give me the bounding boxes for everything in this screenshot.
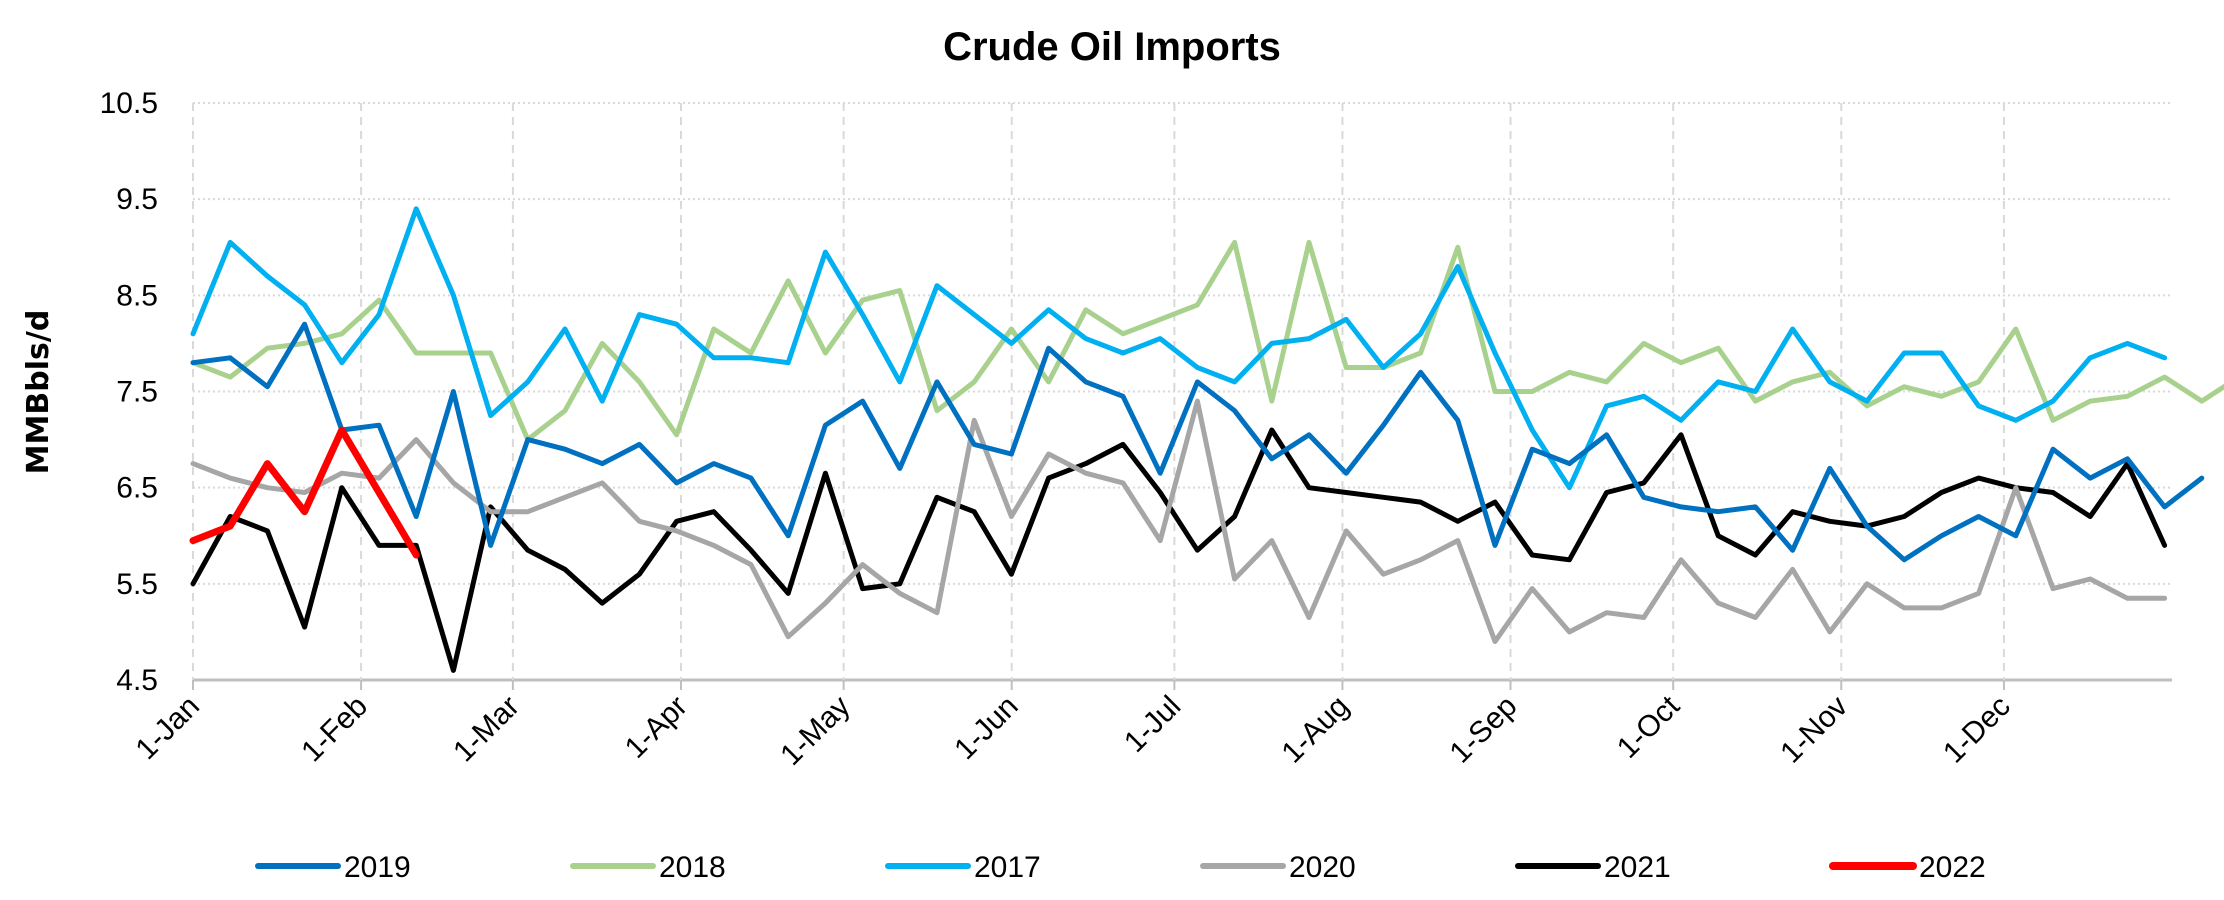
y-tick-label: 8.5 <box>116 279 158 312</box>
legend: 2019 2018 2017 2020 2021 2022 <box>255 851 1986 884</box>
legend-label-2020: 2020 <box>1289 851 1356 884</box>
x-tick-label: 1-Jul <box>1118 690 1187 759</box>
x-tick-label: 1-Nov <box>1774 690 1854 770</box>
y-tick-label: 4.5 <box>116 664 158 697</box>
y-tick-label: 7.5 <box>116 376 158 409</box>
y-axis: 4.5 5.5 6.5 7.5 8.5 9.5 10.5 <box>100 87 158 697</box>
series-line-2020 <box>190 398 2168 644</box>
x-tick-label: 1-Feb <box>295 690 374 769</box>
series-line-2018 <box>190 239 2224 443</box>
series-line-2021 <box>190 427 2168 673</box>
legend-label-2022: 2022 <box>1919 851 1986 884</box>
x-tick-label: 1-Jan <box>130 690 206 766</box>
x-axis: 1-Jan 1-Feb 1-Mar 1-Apr 1-May 1-Jun 1-Jul 1-Aug… <box>130 689 2017 772</box>
grid <box>192 102 2172 690</box>
x-tick-label: 1-Apr <box>619 690 694 765</box>
y-tick-label: 9.5 <box>116 183 158 216</box>
x-tick-label: 1-Mar <box>447 690 526 769</box>
x-tick-label: 1-Oct <box>1611 689 1687 765</box>
x-tick-label: 1-Jun <box>948 690 1024 766</box>
y-tick-label: 10.5 <box>100 87 158 120</box>
series-lines <box>189 206 2224 673</box>
x-tick-label: 1-Aug <box>1275 690 1355 770</box>
x-tick-label: 1-Dec <box>1937 690 2017 770</box>
series-line-2017 <box>190 206 2168 491</box>
y-tick-label: 6.5 <box>116 472 158 505</box>
y-tick-label: 5.5 <box>116 568 158 601</box>
chart-title: Crude Oil Imports <box>943 25 1281 69</box>
series-line-2019 <box>190 321 2205 563</box>
y-axis-label: MMBbls/d <box>21 310 56 475</box>
legend-label-2018: 2018 <box>659 851 726 884</box>
legend-label-2019: 2019 <box>344 851 411 884</box>
x-tick-label: 1-May <box>774 690 856 772</box>
legend-label-2021: 2021 <box>1604 851 1671 884</box>
series-line-2022 <box>189 426 420 559</box>
x-tick-label: 1-Sep <box>1444 690 1524 770</box>
legend-label-2017: 2017 <box>974 851 1041 884</box>
